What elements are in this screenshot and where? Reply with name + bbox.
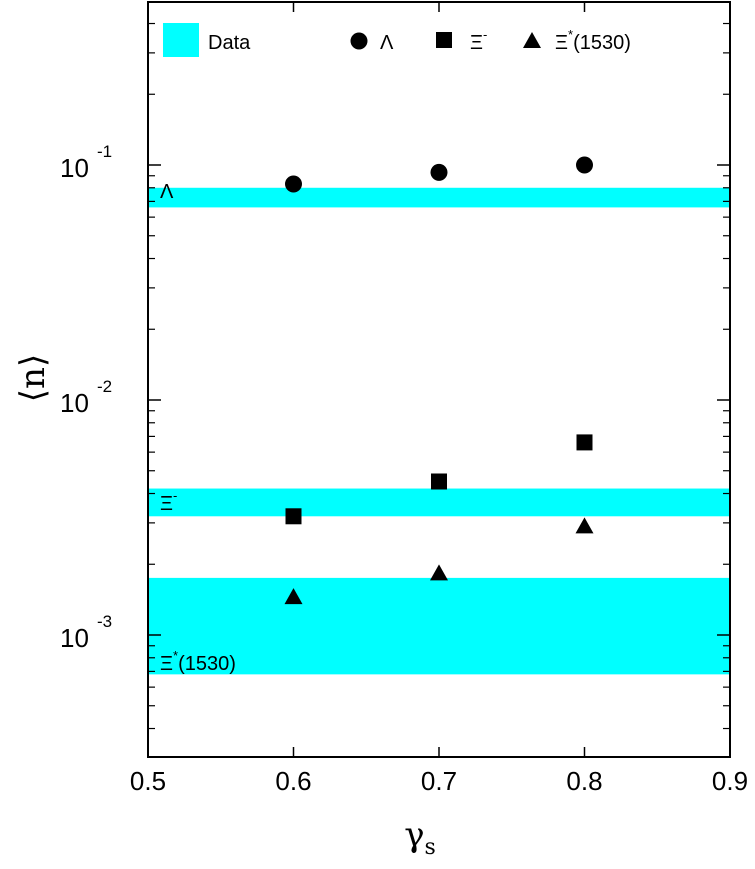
marker-circle-1	[430, 163, 448, 181]
data-markers	[284, 156, 594, 605]
data-bands	[148, 187, 730, 675]
legend-data-label: Data	[208, 32, 251, 54]
marker-circle-2	[576, 156, 593, 174]
y-tick-exp-2: -3	[97, 612, 112, 631]
y-axis-title: ⟨n⟩	[13, 354, 53, 402]
marker-square-1	[431, 473, 447, 490]
y-tick-exp-1: -2	[97, 377, 112, 396]
band-label-2: Ξ*(1530)	[160, 648, 236, 675]
band-label-1: Ξ-	[160, 488, 177, 515]
band-1	[148, 488, 730, 517]
legend-xi-label: Ξ-	[470, 27, 487, 54]
y-tick-exp-0: -1	[97, 142, 112, 161]
x-tick-label-4: 0.9	[712, 766, 748, 796]
x-tick-label-0: 0.5	[130, 766, 166, 796]
marker-triangle-1	[430, 564, 448, 581]
y-tick-label-0: 10	[60, 153, 89, 183]
band-label-0: Λ	[160, 181, 174, 203]
y-axis-ticks: 10 -1 10 -2 10 -3	[60, 142, 730, 653]
x-tick-label-3: 0.8	[566, 766, 602, 796]
legend-xi-marker	[436, 32, 452, 48]
band-2	[148, 577, 730, 675]
band-0	[148, 187, 730, 208]
marker-square-0	[285, 508, 302, 525]
x-axis-title: γs	[404, 815, 436, 860]
y-tick-label-2: 10	[60, 623, 89, 653]
legend-lambda-label: Λ	[380, 32, 394, 54]
x-tick-label-2: 0.7	[421, 766, 457, 796]
minor-ticks	[148, 22, 730, 730]
marker-circle-0	[285, 175, 302, 193]
y-tick-label-1: 10	[60, 388, 89, 418]
legend-lambda-marker	[350, 32, 368, 50]
legend-xistar-label: Ξ*(1530)	[555, 27, 631, 54]
marker-triangle-2	[575, 517, 594, 534]
legend-data-swatch	[163, 23, 199, 57]
band-labels: Λ Ξ- Ξ*(1530)	[160, 181, 236, 675]
marker-triangle-0	[284, 588, 303, 605]
x-axis-ticks: 0.5 0.6 0.7 0.8 0.9	[130, 2, 748, 796]
legend-xistar-marker	[523, 32, 541, 48]
legend: Data Λ Ξ- Ξ*(1530)	[163, 23, 631, 57]
marker-square-2	[576, 434, 593, 451]
x-tick-label-1: 0.6	[275, 766, 311, 796]
